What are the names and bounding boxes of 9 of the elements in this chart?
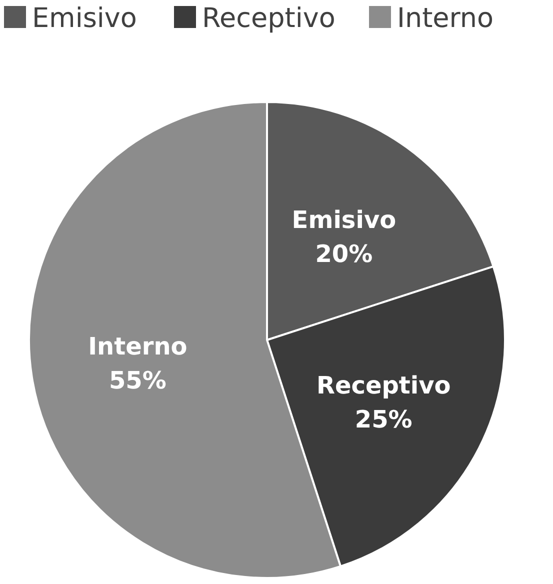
legend-label: Receptivo [202, 3, 336, 34]
slice-label: Emisivo [292, 206, 396, 234]
data-label: 20% [315, 240, 373, 268]
data-label: 55% [108, 366, 166, 394]
data-label: 25% [354, 405, 412, 434]
slice-label: Interno [88, 332, 188, 360]
legend-label: Interno [397, 3, 494, 34]
legend-label: Emisivo [32, 3, 137, 34]
slice-label: Receptivo [316, 371, 451, 400]
